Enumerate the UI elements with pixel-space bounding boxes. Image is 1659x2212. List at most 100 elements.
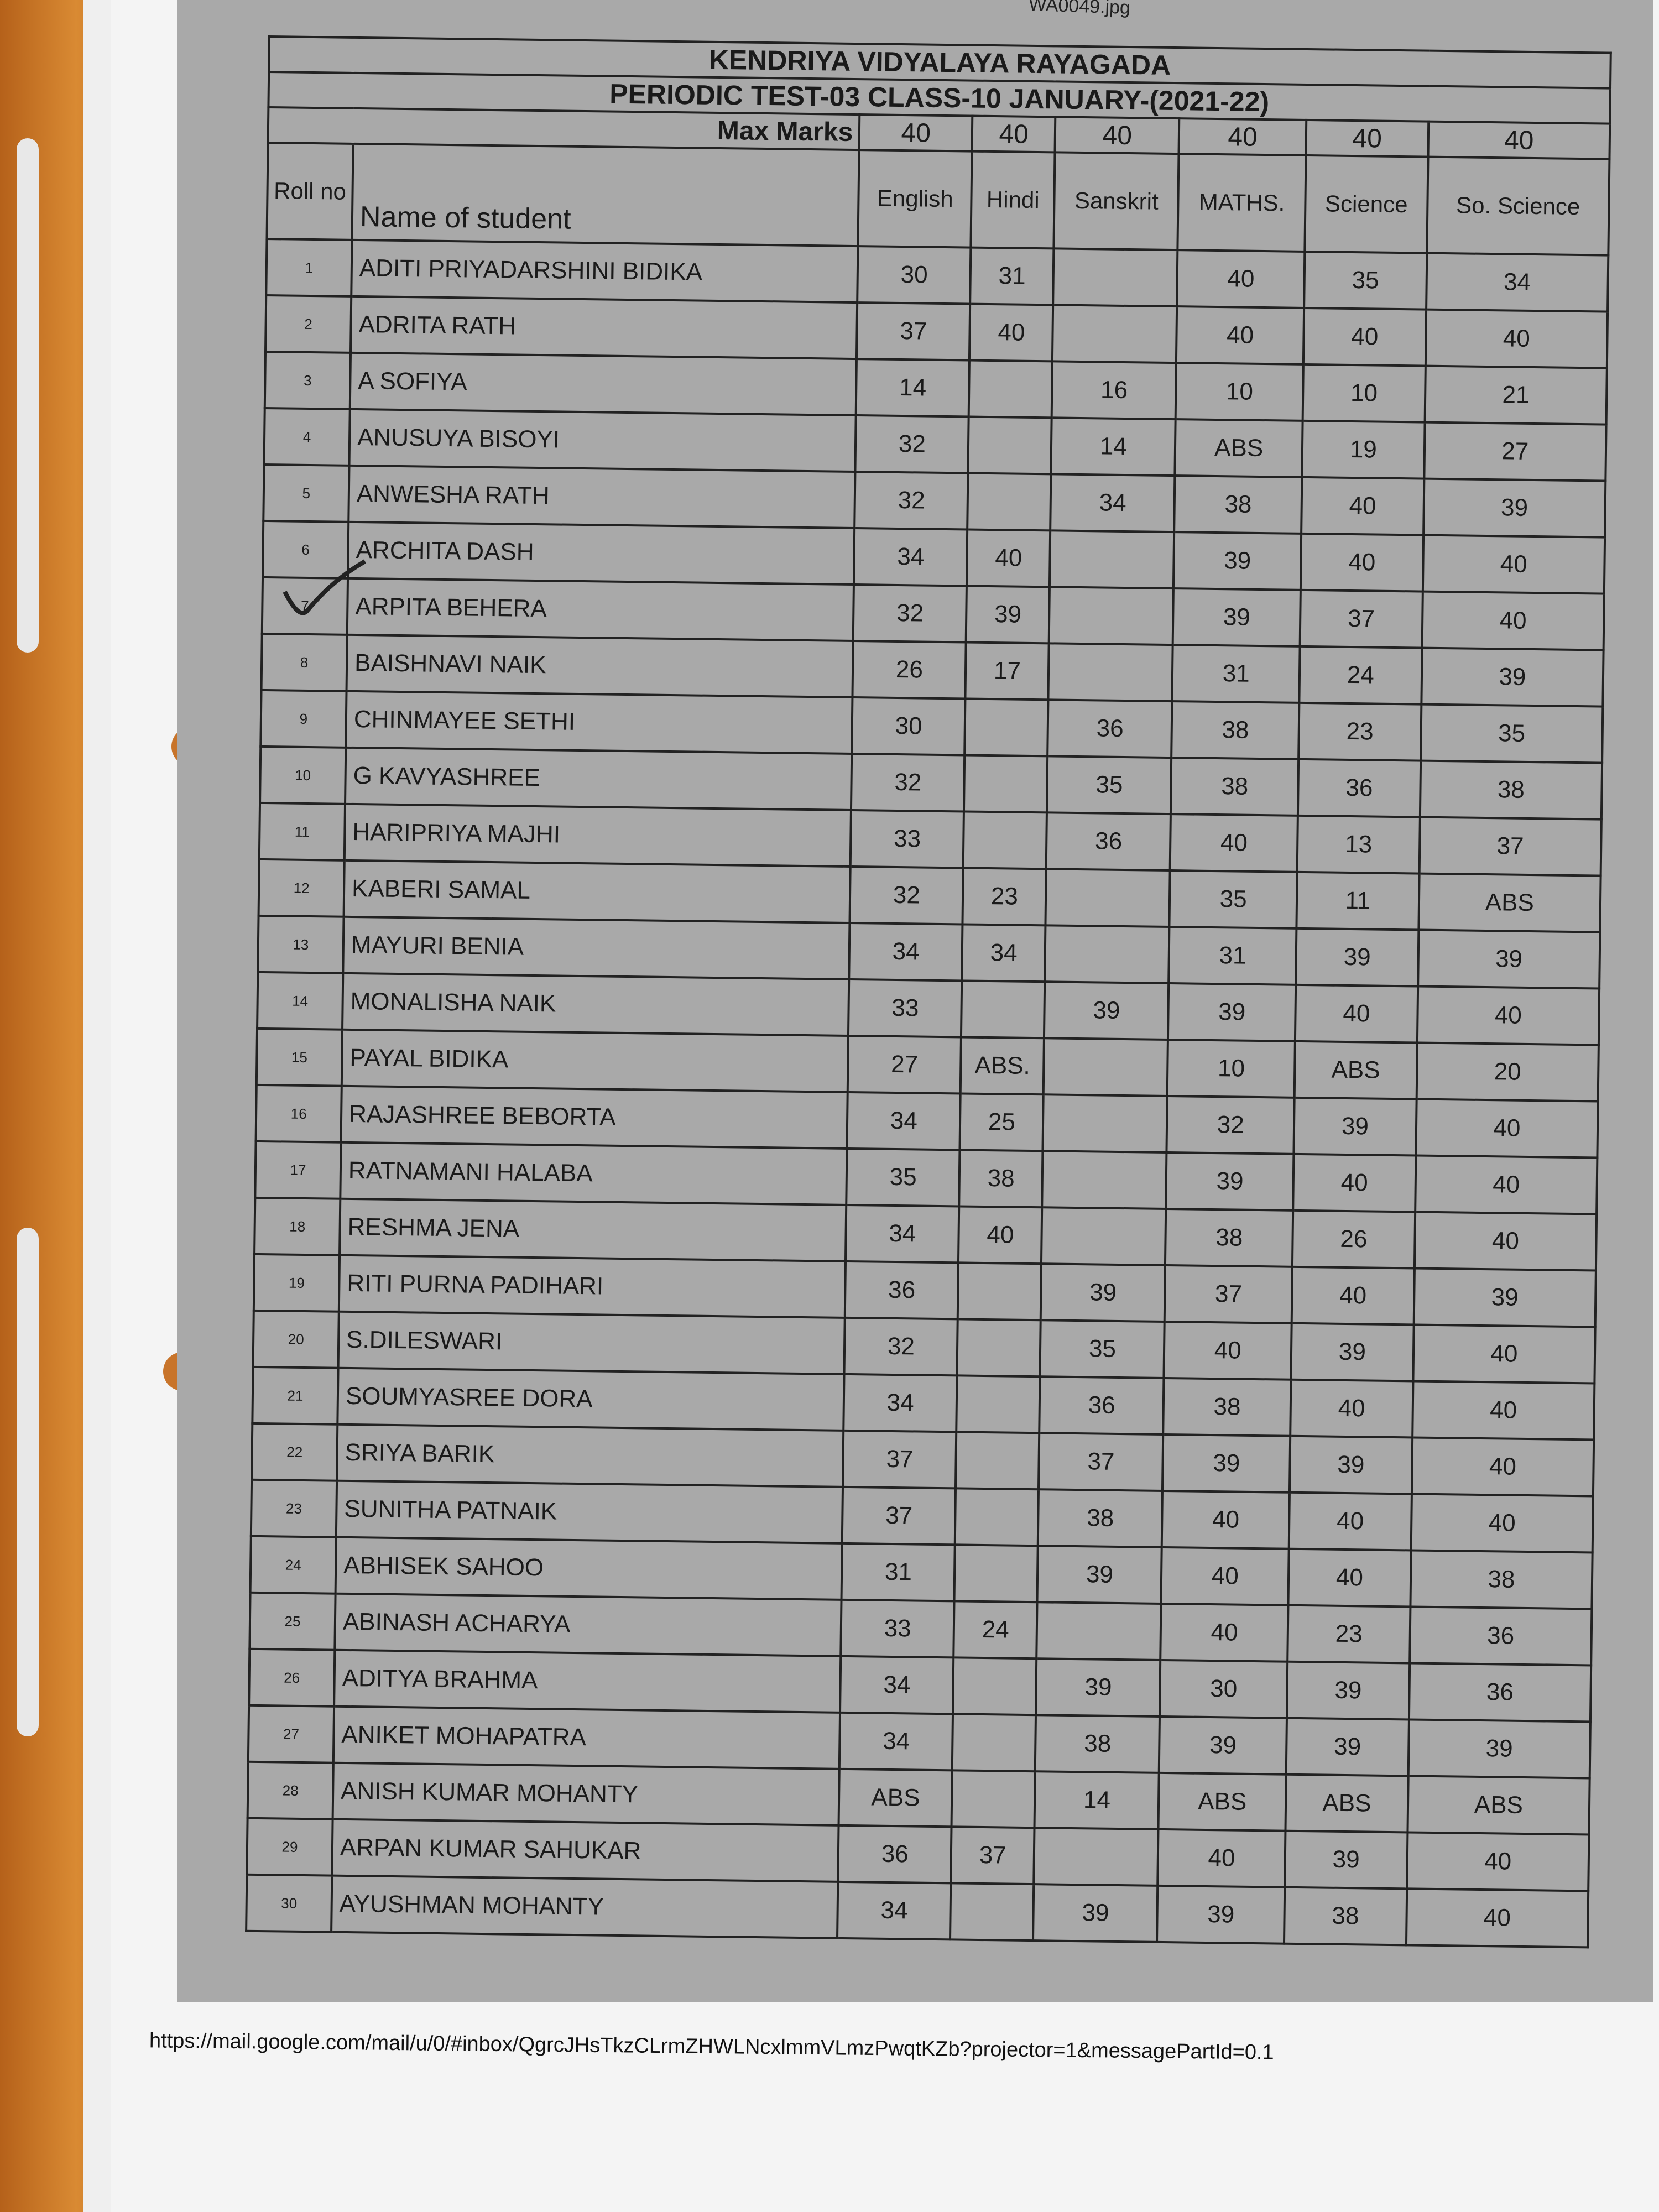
mark-cell: 39 <box>1157 1885 1285 1944</box>
mark-cell: 34 <box>962 924 1046 982</box>
student-name: A SOFIYA <box>349 352 857 416</box>
mark-cell: 40 <box>1406 1832 1589 1891</box>
mark-cell: 36 <box>1039 1376 1164 1434</box>
mark-cell: 23 <box>962 868 1047 926</box>
student-name: SOUMYASREE DORA <box>337 1368 844 1431</box>
mark-cell <box>957 1319 1041 1377</box>
mark-cell <box>961 980 1045 1039</box>
student-name: RATNAMANI HALABA <box>340 1142 847 1205</box>
mark-cell: 40 <box>1301 477 1425 535</box>
mark-cell <box>964 698 1048 757</box>
mark-cell: 34 <box>1050 474 1175 533</box>
student-name: S.DILESWARI <box>338 1311 846 1374</box>
mark-cell <box>968 360 1053 418</box>
student-name: BAISHNAVI NAIK <box>346 634 854 698</box>
mark-cell: 40 <box>1406 1888 1589 1948</box>
mark-cell <box>964 755 1048 813</box>
mark-cell: 30 <box>852 697 966 755</box>
mark-cell: 20 <box>1416 1042 1599 1102</box>
roll-number: 13 <box>258 915 344 973</box>
roll-number: 16 <box>255 1084 342 1142</box>
roll-number: 20 <box>253 1310 339 1368</box>
mark-cell: 36 <box>838 1825 952 1884</box>
mark-cell: 38 <box>1420 760 1603 820</box>
mark-cell: 36 <box>1409 1606 1592 1666</box>
roll-number: 29 <box>247 1818 333 1876</box>
mark-cell: 37 <box>857 302 971 361</box>
mark-cell: ABS <box>1294 1041 1417 1099</box>
mark-cell: 23 <box>1298 702 1422 761</box>
mark-cell <box>1049 587 1174 645</box>
mark-cell: 40 <box>1288 1548 1411 1607</box>
mark-cell: 40 <box>1162 1490 1290 1549</box>
mark-cell: 40 <box>1414 1212 1597 1271</box>
mark-cell: 39 <box>1159 1716 1287 1775</box>
mark-cell: ABS <box>1407 1776 1590 1835</box>
mark-cell: 23 <box>1287 1605 1411 1663</box>
mark-cell: 34 <box>840 1656 954 1714</box>
roll-number: 4 <box>264 408 350 466</box>
mark-cell: 40 <box>1415 1155 1598 1214</box>
student-name: SUNITHA PATNAIK <box>336 1480 843 1543</box>
mark-cell: 40 <box>1164 1321 1292 1380</box>
mark-cell: 40 <box>969 304 1053 362</box>
mark-cell: 39 <box>1417 930 1600 989</box>
mark-cell: 39 <box>966 586 1050 644</box>
mark-cell: ABS <box>838 1768 953 1827</box>
mark-cell: 39 <box>1293 1097 1417 1156</box>
student-name: MAYURI BENIA <box>343 916 850 979</box>
mark-cell <box>950 1883 1034 1941</box>
mark-cell: 40 <box>1291 1266 1415 1325</box>
mark-cell: 38 <box>1171 701 1300 759</box>
mark-cell: 35 <box>1304 251 1427 310</box>
mark-cell: 10 <box>1176 363 1303 421</box>
mark-cell: 37 <box>1039 1433 1164 1491</box>
mark-cell: 40 <box>1411 1437 1594 1496</box>
mark-cell: 27 <box>1424 422 1606 481</box>
mark-cell: 21 <box>1425 366 1607 425</box>
mark-cell: 31 <box>1172 645 1300 703</box>
mark-cell: 34 <box>854 528 968 586</box>
mark-cell: 40 <box>958 1206 1042 1264</box>
mark-cell: 39 <box>1408 1719 1590 1778</box>
roll-header: Roll no <box>267 143 353 240</box>
mark-cell <box>1036 1602 1161 1660</box>
roll-number: 27 <box>248 1705 335 1763</box>
mark-cell: 33 <box>848 979 962 1037</box>
mark-cell: 35 <box>1420 704 1603 763</box>
mark-cell: 26 <box>1292 1210 1415 1269</box>
student-name: ANIKET MOHAPATRA <box>333 1706 841 1769</box>
max-marks-value: 40 <box>859 114 973 152</box>
mark-cell: 39 <box>1168 983 1296 1041</box>
mark-cell: 11 <box>1296 872 1420 930</box>
roll-number: 18 <box>254 1197 341 1255</box>
mark-cell: 37 <box>843 1430 957 1489</box>
mark-cell <box>951 1770 1036 1828</box>
mark-cell: 36 <box>845 1261 959 1319</box>
roll-number: 14 <box>257 972 343 1030</box>
mark-cell: 34 <box>843 1374 957 1432</box>
mark-cell <box>1044 1038 1168 1097</box>
checkmark-icon <box>283 559 367 615</box>
blank-cell <box>268 107 354 144</box>
mark-cell <box>1042 1094 1168 1153</box>
mark-cell: ABS <box>1175 419 1303 477</box>
student-name: ADITI PRIYADARSHINI BIDIKA <box>351 239 858 303</box>
mark-cell: 34 <box>837 1881 951 1940</box>
mark-cell: ABS <box>1285 1774 1408 1833</box>
mark-cell: 13 <box>1297 815 1420 874</box>
mark-cell: 35 <box>1040 1320 1165 1378</box>
mark-cell: 17 <box>965 642 1050 700</box>
mark-cell: 14 <box>1051 418 1176 476</box>
subject-header: Sanskrit <box>1053 152 1179 251</box>
mark-cell: 14 <box>856 359 970 417</box>
mark-cell: 40 <box>1293 1154 1416 1212</box>
mark-cell <box>1045 869 1171 927</box>
mark-cell: 16 <box>1052 361 1177 420</box>
max-marks-value: 40 <box>972 116 1056 153</box>
roll-number: 25 <box>249 1592 336 1650</box>
mark-cell: 39 <box>1166 1152 1294 1211</box>
mark-cell <box>1041 1207 1166 1265</box>
mark-cell: 19 <box>1302 420 1425 479</box>
mark-cell: 36 <box>1297 759 1421 817</box>
